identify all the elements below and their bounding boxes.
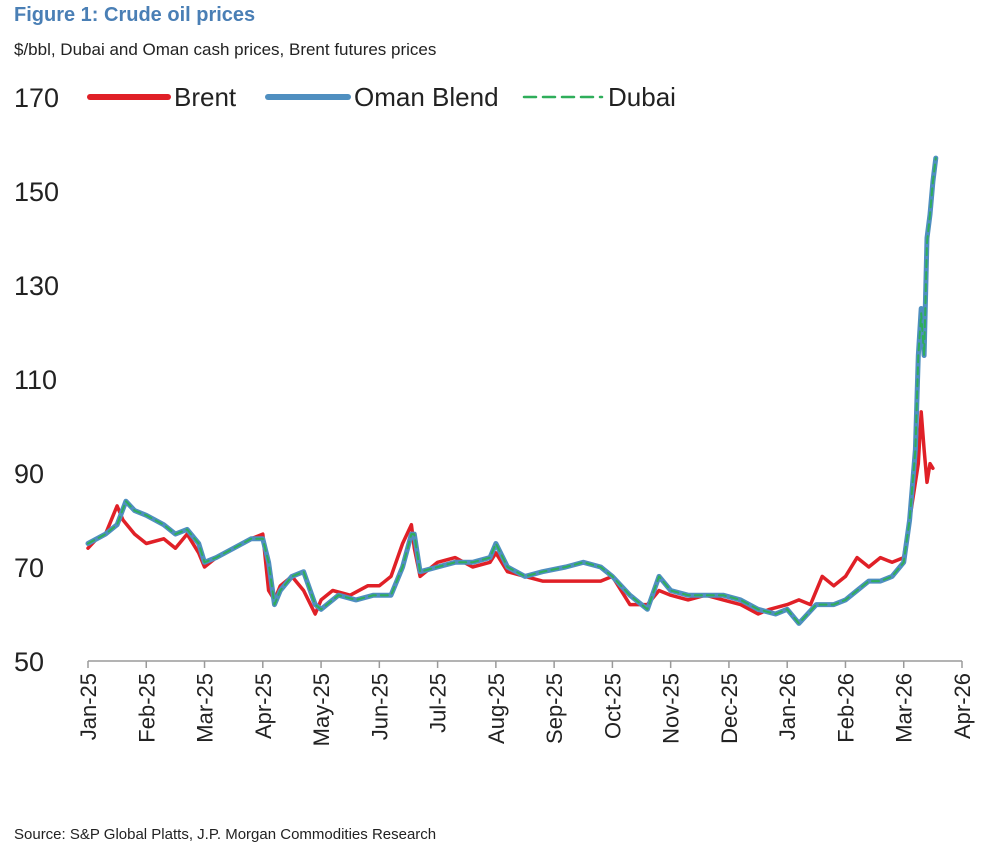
x-tick-label: Oct-25 — [600, 673, 625, 739]
x-axis-ticks: Jan-25 Feb-25 Mar-25 Apr-25 May-25 Jun-25 Jul-… — [76, 661, 975, 746]
x-tick-label: May-25 — [309, 673, 334, 746]
brent-line — [86, 410, 935, 616]
legend-brent: Brent — [87, 82, 237, 112]
x-tick-label: Mar-25 — [193, 673, 218, 743]
x-tick-label: Sep-25 — [542, 673, 567, 744]
y-tick-label: 90 — [14, 459, 44, 489]
legend-label: Brent — [174, 82, 237, 112]
oman-blend-line — [85, 155, 939, 626]
source-note: Source: S&P Global Platts, J.P. Morgan C… — [14, 826, 437, 843]
y-tick-label: 130 — [14, 271, 59, 301]
x-tick-label: Aug-25 — [484, 673, 509, 744]
crude-oil-price-chart: 50 70 90 110 130 150 170 Jan-25 Feb-25 Mar-25 Apr… — [14, 82, 975, 746]
x-tick-label: Jun-25 — [367, 673, 392, 740]
y-axis-ticks: 50 70 90 110 130 150 170 — [14, 83, 59, 677]
y-tick-label: 110 — [14, 365, 57, 395]
x-tick-label: Dec-25 — [717, 673, 742, 744]
x-tick-label: Mar-26 — [892, 673, 917, 743]
legend-label: Dubai — [608, 82, 676, 112]
figure-subtitle: $/bbl, Dubai and Oman cash prices, Brent… — [14, 40, 437, 59]
series-lines — [85, 155, 939, 626]
x-tick-label: Jan-25 — [76, 673, 101, 740]
figure-title: Figure 1: Crude oil prices — [14, 4, 256, 26]
legend-label: Oman Blend — [354, 82, 499, 112]
y-tick-label: 50 — [14, 647, 44, 677]
x-tick-label: Jul-25 — [426, 673, 451, 733]
x-tick-label: Apr-26 — [950, 673, 975, 739]
legend-oman-blend: Oman Blend — [265, 82, 499, 112]
x-tick-label: Nov-25 — [659, 673, 684, 744]
dubai-line — [87, 157, 937, 625]
x-tick-label: Jan-26 — [775, 673, 800, 740]
x-tick-label: Apr-25 — [251, 673, 276, 739]
y-tick-label: 150 — [14, 177, 59, 207]
legend: Brent Oman Blend Dubai — [87, 82, 676, 112]
y-tick-label: 170 — [14, 83, 59, 113]
x-tick-label: Feb-26 — [833, 673, 858, 743]
x-tick-label: Feb-25 — [134, 673, 159, 743]
legend-dubai: Dubai — [522, 82, 676, 112]
y-tick-label: 70 — [14, 553, 44, 583]
